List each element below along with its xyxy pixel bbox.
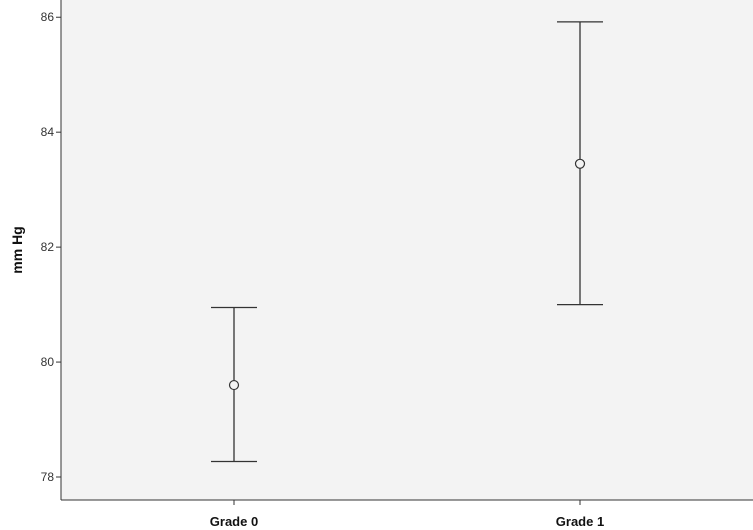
y-tick-label: 84 [41, 125, 55, 139]
error-bars [211, 21, 603, 463]
x-tick-label: Grade 1 [556, 514, 604, 529]
y-ticks: 78 80 82 84 86 [41, 10, 61, 484]
x-ticks: Grade 0 Grade 1 [210, 500, 604, 529]
plot-area [61, 0, 753, 500]
y-tick-label: 86 [41, 10, 55, 24]
x-tick-label: Grade 0 [210, 514, 258, 529]
mean-marker [574, 158, 586, 169]
mean-marker [228, 379, 240, 391]
y-tick-label: 80 [41, 355, 55, 369]
y-tick-label: 78 [41, 470, 55, 484]
y-axis-title: mm Hg [9, 226, 25, 273]
y-tick-label: 82 [41, 240, 55, 254]
